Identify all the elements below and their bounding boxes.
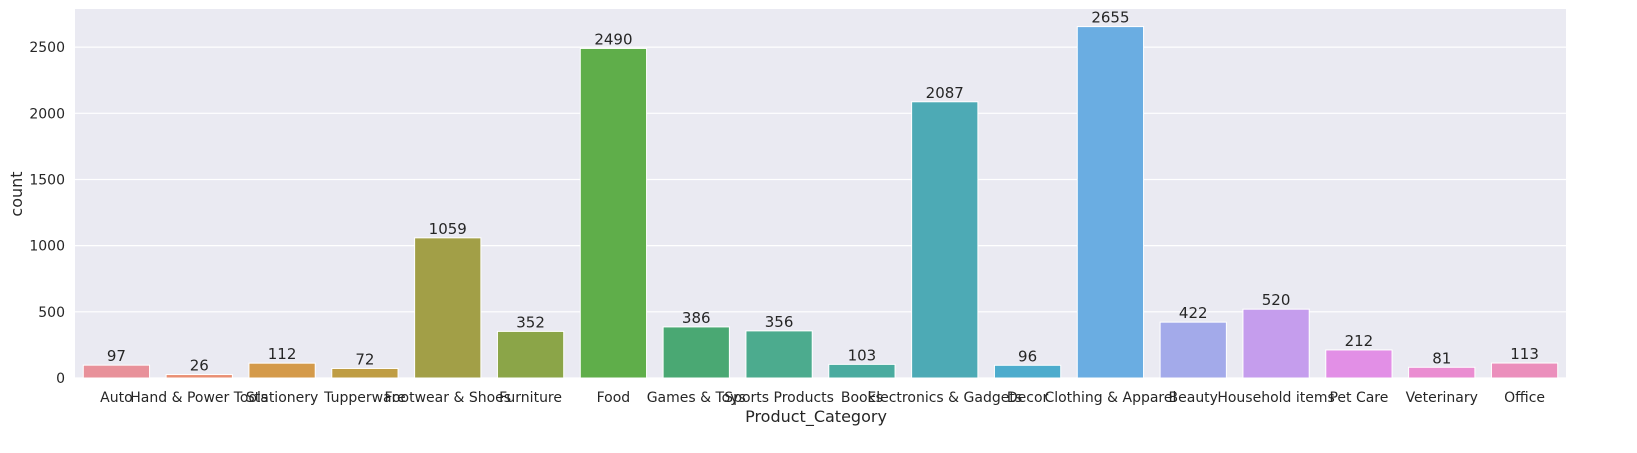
bars bbox=[82, 26, 1559, 379]
x-tick-label: Veterinary bbox=[1406, 390, 1478, 406]
bar-value-label: 520 bbox=[1262, 291, 1291, 309]
bar bbox=[1325, 349, 1393, 379]
bar bbox=[579, 47, 648, 379]
bar bbox=[165, 374, 233, 379]
plot-area bbox=[75, 9, 1566, 378]
x-tick-label: Stationery bbox=[246, 390, 318, 406]
y-axis-title: count bbox=[7, 171, 26, 216]
bar-value-label: 2087 bbox=[926, 84, 964, 102]
x-tick-label: Hand & Power Tools bbox=[130, 390, 268, 406]
bar-value-label: 81 bbox=[1432, 349, 1451, 367]
bar bbox=[82, 364, 151, 379]
bar-value-label: 96 bbox=[1018, 347, 1037, 365]
y-tick-label: 2000 bbox=[29, 106, 65, 122]
bar-value-label: 1059 bbox=[429, 220, 467, 238]
bar-value-label: 26 bbox=[190, 357, 209, 375]
x-tick-label: Footwear & Shoes bbox=[384, 390, 511, 406]
y-tick-label: 2500 bbox=[29, 40, 65, 56]
x-tick-label: Office bbox=[1504, 390, 1545, 406]
bar bbox=[828, 363, 896, 379]
bar-value-label: 352 bbox=[516, 313, 545, 331]
bar-value-label: 2655 bbox=[1091, 9, 1129, 27]
bar bbox=[248, 362, 316, 379]
y-axis-ticks: 0 500 1000 1500 2000 2500 bbox=[29, 40, 65, 387]
bar-value-label: 212 bbox=[1345, 332, 1374, 350]
x-tick-label: Electronics & Gadgets bbox=[867, 390, 1022, 406]
x-tick-label: Pet Care bbox=[1329, 390, 1388, 406]
x-tick-label: Household items bbox=[1217, 390, 1334, 406]
y-tick-label: 500 bbox=[38, 305, 65, 321]
bar bbox=[496, 330, 565, 379]
gridlines bbox=[75, 46, 1566, 379]
y-tick-label: 1000 bbox=[29, 239, 65, 255]
bar bbox=[993, 364, 1062, 379]
bar-value-label: 2490 bbox=[594, 30, 632, 48]
bar bbox=[1242, 308, 1310, 379]
x-tick-label: Furniture bbox=[499, 390, 562, 406]
x-tick-label: Beauty bbox=[1169, 390, 1218, 406]
data-labels: 97 26 112 72 1059 352 2490 386 356 103 2087 96 2655 4… bbox=[107, 9, 1539, 375]
bar-value-label: 422 bbox=[1179, 304, 1208, 322]
y-tick-label: 0 bbox=[56, 371, 65, 387]
bar bbox=[331, 367, 399, 379]
x-tick-label: Food bbox=[597, 390, 631, 406]
x-tick-label: Books bbox=[841, 390, 883, 406]
bar bbox=[1490, 362, 1559, 379]
bar-value-label: 386 bbox=[682, 309, 711, 327]
x-axis-title: Product_Category bbox=[745, 407, 887, 427]
bar bbox=[1076, 26, 1145, 379]
x-tick-label: Clothing & Apparel bbox=[1044, 390, 1176, 406]
bar-value-label: 356 bbox=[765, 313, 794, 331]
bar-value-label: 97 bbox=[107, 347, 126, 365]
x-tick-label: Sports Products bbox=[724, 390, 834, 406]
y-tick-label: 1500 bbox=[29, 172, 65, 188]
bar-value-label: 112 bbox=[268, 345, 297, 363]
x-tick-label: Auto bbox=[100, 390, 133, 406]
x-tick-label: Games & Toys bbox=[647, 390, 746, 406]
x-tick-label: Decor bbox=[1007, 390, 1049, 406]
x-tick-label: Tupperware bbox=[323, 390, 406, 406]
bar bbox=[1408, 366, 1476, 379]
bar bbox=[662, 326, 730, 379]
bar-value-label: 72 bbox=[355, 350, 374, 368]
bar-value-label: 113 bbox=[1510, 345, 1539, 363]
bar bbox=[745, 330, 813, 379]
bar bbox=[1159, 321, 1227, 379]
bar-value-label: 103 bbox=[848, 346, 877, 364]
bar bbox=[911, 101, 979, 379]
bar bbox=[414, 237, 482, 379]
